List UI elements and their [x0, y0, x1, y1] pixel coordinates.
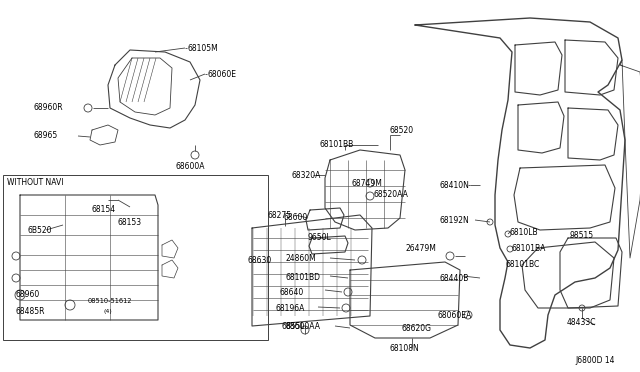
- Text: 26479M: 26479M: [406, 244, 437, 253]
- Text: 68196A: 68196A: [275, 304, 305, 313]
- Text: 68485R: 68485R: [15, 307, 45, 316]
- Text: 68600AA: 68600AA: [285, 322, 320, 331]
- Text: 68153: 68153: [118, 218, 142, 227]
- Text: 68101BB: 68101BB: [320, 140, 355, 149]
- Text: 68965: 68965: [33, 131, 57, 140]
- Text: 68749M: 68749M: [352, 179, 383, 188]
- Text: 24860M: 24860M: [285, 254, 316, 263]
- Text: 68520: 68520: [390, 126, 414, 135]
- Text: 68600: 68600: [284, 213, 308, 222]
- Text: 68101BC: 68101BC: [505, 260, 540, 269]
- Text: 68101BD: 68101BD: [285, 273, 320, 282]
- Text: 68600A: 68600A: [175, 162, 205, 171]
- Text: 68440B: 68440B: [440, 274, 469, 283]
- Text: 08510-51612: 08510-51612: [88, 298, 132, 304]
- Text: 68275: 68275: [268, 211, 292, 220]
- Text: 68108N: 68108N: [390, 344, 420, 353]
- Text: 6B520: 6B520: [28, 226, 52, 235]
- Text: 9650L: 9650L: [308, 233, 332, 242]
- Text: 68320A: 68320A: [292, 171, 321, 180]
- Text: 68960R: 68960R: [33, 103, 63, 112]
- Text: 98515: 98515: [570, 231, 594, 240]
- Text: 68154: 68154: [92, 205, 116, 214]
- Text: 68101BA: 68101BA: [512, 244, 547, 253]
- Text: 6810LB: 6810LB: [510, 228, 539, 237]
- Text: 48433C: 48433C: [567, 318, 596, 327]
- Text: 68620G: 68620G: [402, 324, 432, 333]
- Text: 68630: 68630: [248, 256, 272, 265]
- Text: (4): (4): [104, 309, 113, 314]
- Text: 68060EA: 68060EA: [437, 311, 471, 320]
- Text: 68192N: 68192N: [440, 216, 470, 225]
- Text: 68520AA: 68520AA: [373, 190, 408, 199]
- Text: 68060E: 68060E: [207, 70, 236, 79]
- Text: WITHOUT NAVI: WITHOUT NAVI: [7, 178, 63, 187]
- Text: 68105M: 68105M: [188, 44, 219, 53]
- Text: 6855L: 6855L: [282, 322, 306, 331]
- Text: 68960: 68960: [15, 290, 39, 299]
- Text: 68640: 68640: [280, 288, 304, 297]
- Text: 68410N: 68410N: [440, 181, 470, 190]
- Text: J6800D 14: J6800D 14: [575, 356, 614, 365]
- Bar: [3, 175, 268, 340]
